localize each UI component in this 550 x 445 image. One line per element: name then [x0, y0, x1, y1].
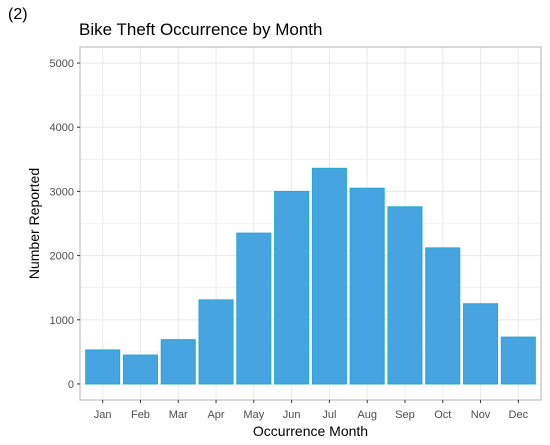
- y-tick-label: 1000: [50, 315, 74, 327]
- x-tick-label: Jun: [283, 409, 301, 421]
- x-axis-title: Occurrence Month: [253, 423, 368, 439]
- y-axis-title: Number Reported: [26, 168, 42, 279]
- bar-dec: [500, 336, 536, 385]
- x-tick-labels: Jan Feb Mar Apr May Jun Jul Aug Sep Oct Nov Dec: [94, 400, 529, 421]
- y-tick-label: 5000: [50, 58, 74, 70]
- x-tick-label: Nov: [471, 409, 491, 421]
- bar-jun: [274, 190, 310, 385]
- bar-jan: [85, 349, 121, 385]
- y-tick-label: 3000: [50, 186, 74, 198]
- x-tick-label: Sep: [395, 409, 415, 421]
- bar-may: [236, 232, 272, 385]
- y-tick-label: 0: [68, 379, 74, 391]
- bar-jul: [311, 167, 347, 385]
- bar-oct: [425, 247, 461, 385]
- x-tick-label: Mar: [169, 409, 188, 421]
- x-tick-label: Dec: [509, 409, 529, 421]
- y-tick-label: 4000: [50, 122, 74, 134]
- x-tick-label: Feb: [131, 409, 150, 421]
- x-tick-label: Oct: [434, 409, 451, 421]
- bar-sep: [387, 206, 423, 385]
- y-tick-label: 2000: [50, 251, 74, 263]
- bars: [85, 167, 536, 385]
- panel-label: (2): [8, 6, 28, 23]
- bar-mar: [160, 339, 196, 385]
- bar-feb: [122, 354, 158, 385]
- plot-frame: [79, 46, 542, 401]
- bar-apr: [198, 299, 234, 385]
- bar-aug: [349, 187, 385, 385]
- x-tick-label: Aug: [357, 409, 377, 421]
- y-tick-labels: 0 1000 2000 3000 4000 5000: [50, 58, 80, 391]
- x-tick-label: Apr: [207, 409, 224, 421]
- bar-nov: [463, 303, 499, 385]
- x-tick-label: May: [243, 409, 264, 421]
- x-tick-label: Jul: [322, 409, 336, 421]
- chart-title: Bike Theft Occurrence by Month: [79, 20, 323, 39]
- x-tick-label: Jan: [94, 409, 112, 421]
